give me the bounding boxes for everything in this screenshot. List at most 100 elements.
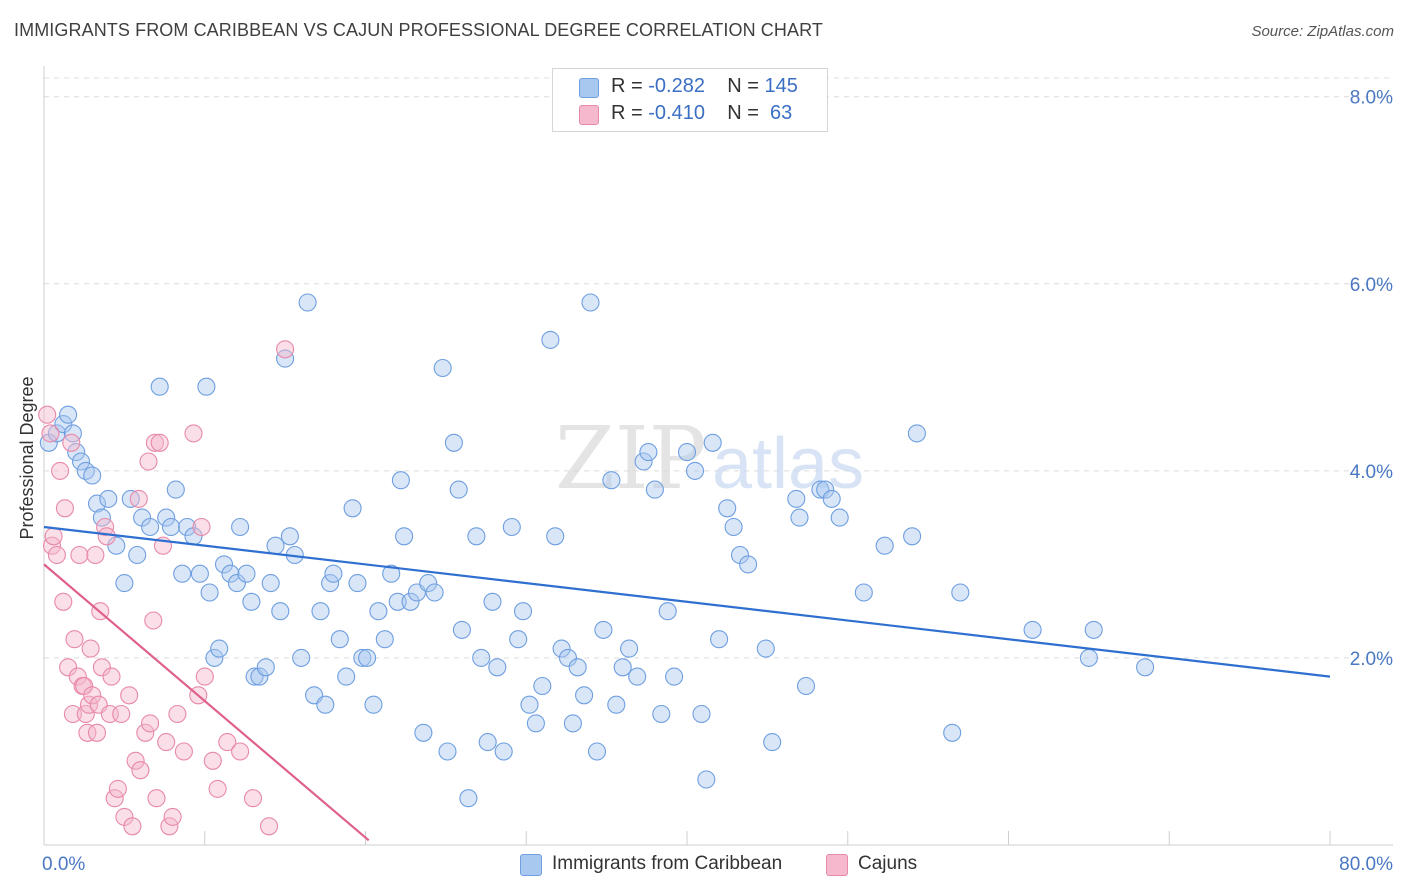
point-cajuns [41, 424, 60, 443]
point-cajuns [139, 452, 158, 471]
point-caribbean [854, 583, 873, 602]
point-caribbean [613, 658, 632, 677]
point-cajuns [59, 658, 78, 677]
legend: R = -0.282 N = 145 R = -0.410 N = 63 [552, 68, 828, 132]
point-caribbean [645, 480, 664, 499]
watermark-atlas: atlas [712, 424, 864, 504]
point-caribbean [452, 620, 471, 639]
x-tick-label-min: 0.0% [42, 854, 85, 875]
source-label: Source: ZipAtlas.com [1251, 23, 1394, 40]
point-caribbean [311, 602, 330, 621]
point-caribbean [276, 349, 295, 368]
bottom-legend-label: Immigrants from Caribbean [552, 853, 783, 874]
point-caribbean [242, 592, 261, 611]
point-caribbean [444, 433, 463, 452]
point-caribbean [107, 536, 126, 555]
point-caribbean [763, 733, 782, 752]
point-caribbean [438, 742, 457, 761]
point-caribbean [710, 630, 729, 649]
point-cajuns [150, 433, 169, 452]
point-caribbean [639, 443, 658, 462]
point-cajuns [131, 761, 150, 780]
point-cajuns [157, 733, 176, 752]
point-caribbean [292, 648, 311, 667]
point-caribbean [697, 770, 716, 789]
point-caribbean [71, 452, 91, 471]
point-caribbean [433, 358, 452, 378]
point-caribbean [594, 620, 613, 639]
point-caribbean [414, 723, 433, 742]
trend-lines [43, 525, 1331, 842]
point-caribbean [200, 583, 219, 602]
point-caribbean [581, 293, 600, 312]
point-caribbean [128, 545, 147, 565]
point-caribbean [419, 574, 438, 593]
point-caribbean [83, 466, 102, 485]
legend-n-label: N = [727, 75, 765, 97]
point-caribbean [552, 639, 571, 658]
point-caribbean [330, 630, 349, 649]
point-caribbean [587, 742, 607, 761]
point-caribbean [787, 489, 806, 508]
point-caribbean [271, 602, 290, 621]
point-caribbean [575, 686, 594, 705]
point-cajuns [62, 433, 81, 452]
x-tick-label-max: 80.0% [1339, 854, 1393, 875]
tick-labels: 2.0% 4.0% 6.0% 8.0% 0.0% 80.0% [42, 88, 1393, 875]
point-cajuns [168, 704, 187, 724]
point-caribbean [1136, 658, 1155, 677]
point-cajuns [184, 424, 203, 443]
point-caribbean [703, 433, 722, 452]
point-caribbean [951, 583, 970, 602]
point-caribbean [502, 517, 521, 537]
point-caribbean [718, 499, 737, 518]
point-caribbean [256, 658, 275, 677]
point-caribbean [190, 564, 209, 583]
point-cajuns [144, 611, 163, 630]
legend-r-value: -0.282 [648, 75, 705, 97]
legend-swatch-caribbean [579, 78, 599, 98]
point-caribbean [316, 695, 335, 714]
point-cajuns [218, 733, 237, 752]
point-cajuns [42, 536, 62, 555]
point-caribbean [47, 424, 66, 443]
point-cajuns [231, 742, 250, 761]
point-cajuns [192, 517, 211, 537]
point-caribbean [478, 733, 497, 752]
point-caribbean [546, 527, 565, 546]
point-cajuns [259, 817, 279, 836]
point-cajuns [112, 704, 131, 724]
point-caribbean [459, 789, 478, 808]
point-caribbean [907, 424, 926, 443]
point-caribbean [141, 517, 160, 537]
legend-n-value: 145 [764, 75, 798, 97]
point-caribbean [358, 648, 377, 667]
point-caribbean [266, 536, 285, 555]
point-caribbean [472, 648, 491, 667]
point-caribbean [214, 555, 234, 574]
point-caribbean [1084, 620, 1103, 639]
point-cajuns [96, 517, 115, 537]
point-caribbean [369, 602, 388, 621]
y-tick-label: 8.0% [1350, 88, 1393, 109]
legend-row-caribbean: R = -0.282 N = 145 [579, 75, 798, 101]
y-tick-label: 6.0% [1350, 275, 1393, 296]
point-caribbean [210, 639, 229, 658]
point-cajuns [141, 714, 160, 733]
bottom-legend-label: Cajuns [858, 853, 918, 874]
point-caribbean [150, 377, 169, 396]
point-caribbean [391, 471, 410, 490]
point-caribbean [533, 676, 552, 696]
point-cajuns [203, 751, 222, 770]
point-cajuns [129, 489, 148, 508]
point-caribbean [943, 723, 962, 742]
point-cajuns [51, 461, 70, 480]
legend-swatch-cajuns [579, 105, 599, 125]
point-caribbean [541, 330, 560, 349]
point-caribbean [237, 564, 256, 583]
axes [43, 66, 1393, 846]
point-caribbean [324, 564, 343, 583]
point-cajuns [54, 592, 73, 611]
point-caribbean [449, 480, 468, 499]
